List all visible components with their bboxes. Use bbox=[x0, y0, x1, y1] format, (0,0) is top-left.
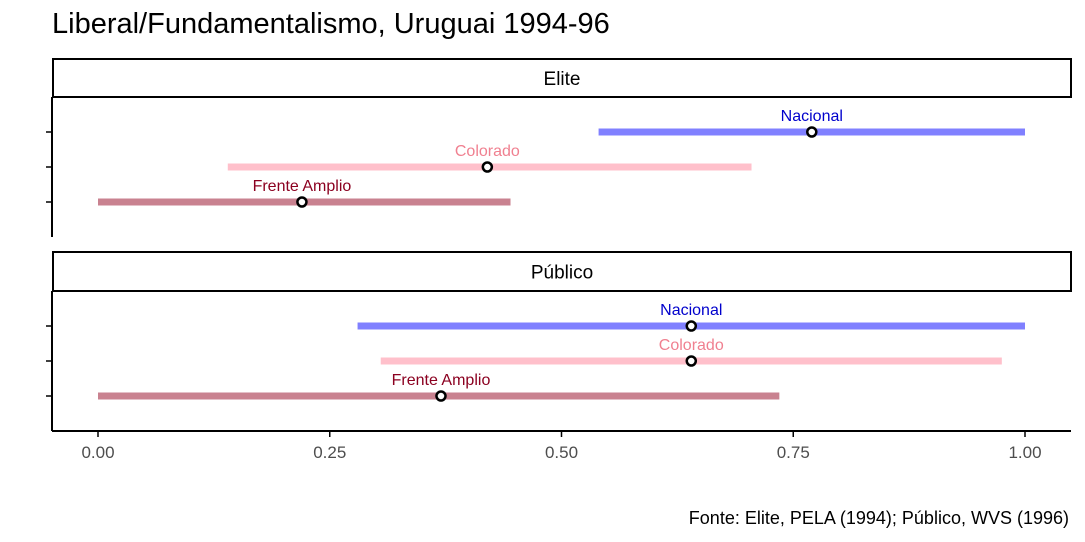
chart-title: Liberal/Fundamentalismo, Uruguai 1994-96 bbox=[52, 8, 610, 40]
point-estimate bbox=[296, 196, 308, 208]
point-estimate bbox=[685, 320, 698, 332]
panel-strip-1 bbox=[52, 251, 1072, 292]
x-tick-label: 0.25 bbox=[313, 443, 346, 462]
panel-strip-label: Público bbox=[531, 263, 593, 284]
panel-strip-label: Elite bbox=[544, 69, 581, 90]
point-estimate bbox=[481, 161, 494, 173]
x-tick-label: 1.00 bbox=[1008, 443, 1041, 462]
series-label: Colorado bbox=[659, 337, 724, 354]
series-label: Nacional bbox=[781, 108, 843, 125]
series-label: Frente Amplio bbox=[253, 178, 352, 195]
point-estimate bbox=[685, 355, 698, 367]
x-tick-label: 0.00 bbox=[81, 443, 114, 462]
point-estimate bbox=[435, 390, 447, 402]
x-tick-label: 0.50 bbox=[545, 443, 578, 462]
series-label: Frente Amplio bbox=[392, 372, 491, 389]
series-label: Colorado bbox=[455, 143, 520, 160]
chart-caption: Fonte: Elite, PELA (1994); Público, WVS … bbox=[688, 508, 1069, 528]
point-estimate bbox=[806, 126, 818, 138]
panel-strip-0 bbox=[52, 58, 1072, 98]
x-tick-label: 0.75 bbox=[777, 443, 810, 462]
series-label: Nacional bbox=[660, 302, 722, 319]
